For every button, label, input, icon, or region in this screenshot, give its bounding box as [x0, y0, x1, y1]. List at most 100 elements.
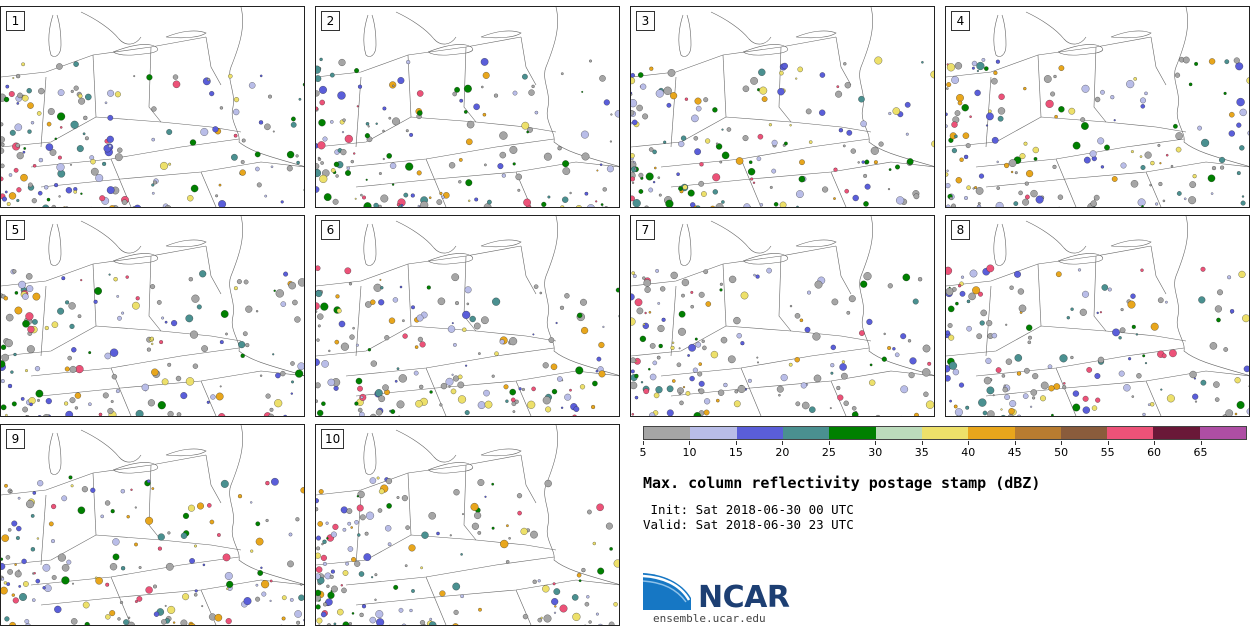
- reflectivity-cell: [255, 583, 259, 587]
- reflectivity-cell: [316, 168, 322, 178]
- reflectivity-cell: [167, 362, 172, 367]
- reflectivity-cell: [657, 302, 661, 305]
- reflectivity-cell: [1010, 170, 1014, 174]
- reflectivity-cell: [454, 625, 456, 626]
- reflectivity-cell: [663, 140, 667, 144]
- reflectivity-cell: [1139, 155, 1143, 158]
- reflectivity-cell: [354, 197, 357, 200]
- reflectivity-cell: [164, 320, 168, 324]
- map-boundary: [30, 556, 240, 586]
- reflectivity-cell: [966, 299, 971, 304]
- reflectivity-cell: [665, 199, 674, 207]
- map-boundary: [112, 44, 159, 56]
- reflectivity-cell: [958, 382, 965, 388]
- reflectivity-cell: [175, 375, 182, 382]
- reflectivity-cell: [603, 99, 610, 106]
- map-boundary: [678, 14, 692, 57]
- reflectivity-cell: [1005, 358, 1013, 365]
- reflectivity-cell: [378, 395, 386, 403]
- reflectivity-cell: [986, 320, 993, 327]
- reflectivity-cell: [325, 521, 329, 525]
- reflectivity-cell: [1118, 336, 1122, 340]
- reflectivity-cell: [553, 611, 557, 614]
- reflectivity-cell: [449, 534, 452, 537]
- reflectivity-cell: [250, 549, 254, 553]
- reflectivity-cell: [1023, 86, 1027, 91]
- reflectivity-cell: [316, 546, 321, 551]
- reflectivity-cell: [56, 63, 63, 70]
- reflectivity-cell: [145, 586, 153, 594]
- reflectivity-cell: [1238, 270, 1246, 278]
- reflectivity-cell: [316, 617, 323, 624]
- map-boundary: [722, 263, 727, 327]
- reflectivity-cell: [956, 94, 964, 102]
- reflectivity-cell: [388, 317, 396, 324]
- reflectivity-cell: [631, 91, 633, 95]
- reflectivity-cell: [316, 566, 323, 573]
- reflectivity-cell: [56, 163, 65, 172]
- reflectivity-cell: [949, 196, 953, 201]
- reflectivity-cell: [946, 204, 951, 207]
- reflectivity-cell: [215, 392, 224, 401]
- map-boundary: [515, 380, 532, 416]
- reflectivity-cell: [441, 195, 445, 199]
- reflectivity-cell: [396, 496, 400, 499]
- reflectivity-cell: [225, 618, 232, 625]
- reflectivity-cell: [332, 523, 339, 530]
- reflectivity-cell: [1227, 275, 1232, 280]
- reflectivity-cell: [275, 372, 281, 379]
- reflectivity-cell: [370, 360, 377, 367]
- reflectivity-cell: [291, 116, 296, 122]
- reflectivity-cell: [1008, 159, 1017, 167]
- reflectivity-cell: [85, 93, 92, 101]
- reflectivity-cell: [736, 333, 742, 339]
- map-boundary: [1055, 158, 1077, 207]
- reflectivity-cell: [401, 495, 408, 502]
- reflectivity-cell: [927, 361, 932, 366]
- reflectivity-cell: [991, 77, 998, 85]
- reflectivity-cell: [58, 195, 61, 198]
- reflectivity-cell: [1228, 130, 1235, 137]
- reflectivity-cell: [575, 366, 584, 375]
- reflectivity-cell: [887, 346, 892, 350]
- reflectivity-cell: [104, 101, 108, 105]
- reflectivity-cell: [22, 150, 26, 154]
- reflectivity-cell: [90, 167, 99, 176]
- reflectivity-cell: [36, 111, 42, 116]
- reflectivity-cell: [532, 579, 537, 584]
- reflectivity-cell: [340, 584, 343, 587]
- reflectivity-cell: [1030, 405, 1033, 408]
- reflectivity-cell: [365, 178, 368, 181]
- reflectivity-cell: [109, 348, 119, 357]
- reflectivity-cell: [634, 395, 639, 400]
- reflectivity-cell: [5, 555, 11, 560]
- reflectivity-cell: [348, 622, 352, 625]
- reflectivity-cell: [212, 126, 219, 133]
- reflectivity-cell: [218, 413, 226, 416]
- map-boundary: [229, 7, 304, 167]
- reflectivity-cell: [652, 180, 656, 184]
- reflectivity-cell: [540, 616, 543, 620]
- reflectivity-cell: [248, 82, 256, 89]
- reflectivity-cell: [768, 123, 772, 127]
- reflectivity-cell: [860, 120, 867, 128]
- reflectivity-cell: [1169, 349, 1177, 358]
- reflectivity-cell: [1009, 400, 1017, 408]
- reflectivity-cell: [477, 531, 482, 535]
- reflectivity-cell: [398, 607, 404, 613]
- reflectivity-cell: [268, 413, 275, 416]
- colorbar-segment: [1199, 427, 1247, 439]
- reflectivity-cell: [681, 278, 690, 287]
- reflectivity-cell: [292, 299, 298, 306]
- reflectivity-cell: [648, 367, 651, 371]
- reflectivity-cell: [352, 326, 355, 330]
- reflectivity-cell: [350, 526, 353, 529]
- reflectivity-cell: [316, 310, 318, 313]
- reflectivity-cell: [1002, 387, 1008, 393]
- reflectivity-cell: [360, 395, 364, 399]
- reflectivity-cell: [1024, 181, 1029, 186]
- reflectivity-cell: [517, 510, 522, 516]
- reflectivity-cell: [38, 157, 44, 163]
- map-boundary: [660, 347, 870, 377]
- reflectivity-cell: [631, 413, 635, 416]
